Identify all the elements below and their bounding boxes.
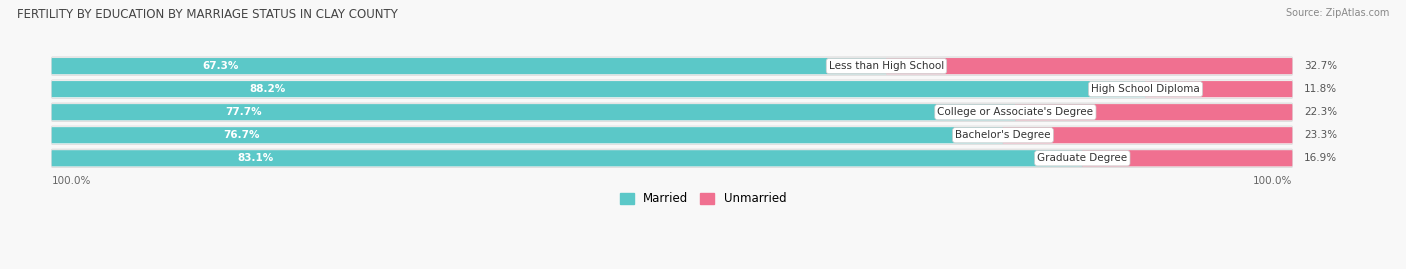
Text: Bachelor's Degree: Bachelor's Degree [955,130,1050,140]
Legend: Married, Unmarried: Married, Unmarried [620,192,786,205]
Text: 100.0%: 100.0% [1253,176,1292,186]
Text: 16.9%: 16.9% [1305,153,1337,163]
Text: 76.7%: 76.7% [224,130,260,140]
FancyBboxPatch shape [52,103,1292,121]
FancyBboxPatch shape [1081,150,1292,166]
Text: Source: ZipAtlas.com: Source: ZipAtlas.com [1285,8,1389,18]
Text: High School Diploma: High School Diploma [1091,84,1199,94]
FancyBboxPatch shape [1144,81,1292,97]
Text: Less than High School: Less than High School [830,61,943,71]
FancyBboxPatch shape [52,149,1292,168]
FancyBboxPatch shape [52,58,887,74]
Text: 11.8%: 11.8% [1305,84,1337,94]
Text: FERTILITY BY EDUCATION BY MARRIAGE STATUS IN CLAY COUNTY: FERTILITY BY EDUCATION BY MARRIAGE STATU… [17,8,398,21]
FancyBboxPatch shape [52,80,1292,98]
Text: 23.3%: 23.3% [1305,130,1337,140]
Text: 32.7%: 32.7% [1305,61,1337,71]
Text: Graduate Degree: Graduate Degree [1038,153,1128,163]
FancyBboxPatch shape [52,150,1083,166]
FancyBboxPatch shape [52,81,1146,97]
Text: 22.3%: 22.3% [1305,107,1337,117]
FancyBboxPatch shape [1015,104,1292,120]
FancyBboxPatch shape [52,127,1004,143]
Text: 67.3%: 67.3% [202,61,239,71]
FancyBboxPatch shape [1002,127,1292,143]
Text: 77.7%: 77.7% [225,107,262,117]
FancyBboxPatch shape [52,104,1017,120]
FancyBboxPatch shape [886,58,1292,74]
Text: College or Associate's Degree: College or Associate's Degree [938,107,1094,117]
Text: 88.2%: 88.2% [249,84,285,94]
Text: 83.1%: 83.1% [238,153,274,163]
FancyBboxPatch shape [52,126,1292,144]
FancyBboxPatch shape [52,57,1292,75]
Text: 100.0%: 100.0% [52,176,91,186]
